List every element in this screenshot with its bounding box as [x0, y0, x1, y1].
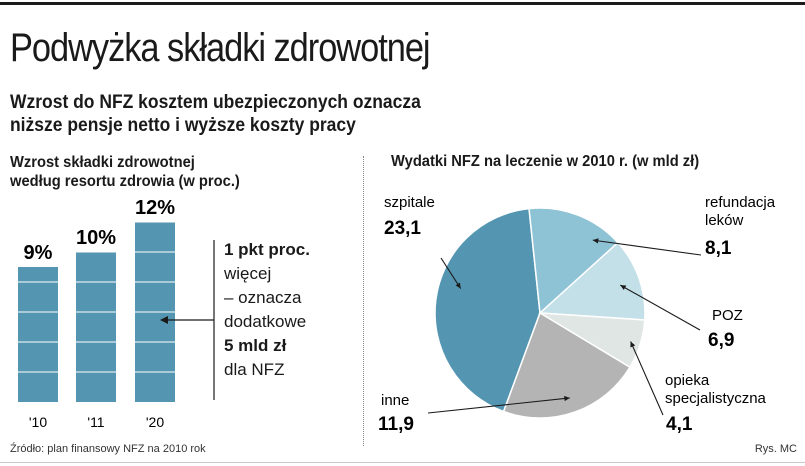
pie-slice-refundacja [528, 207, 619, 315]
bar-11 [76, 252, 116, 402]
pie-leader-arrow-icon [592, 238, 599, 244]
headline: Podwyżka składki zdrowotnej [10, 26, 431, 70]
note-bold-1: 1 pkt proc. [224, 240, 310, 259]
pie-leader-line [620, 284, 701, 331]
pie-label-name: leków [705, 212, 744, 229]
subtitle-line-1: Wzrost do NFZ kosztem ubezpieczonych ozn… [10, 92, 421, 113]
panel-divider [363, 156, 364, 446]
subtitle: Wzrost do NFZ kosztem ubezpieczonych ozn… [10, 91, 421, 137]
bar-chart-title: Wzrost składki zdrowotnej według resortu… [10, 153, 240, 191]
bar-chart-note: 1 pkt proc. więcej – oznacza dodatkowe 5… [224, 238, 310, 382]
pie-leader-line [592, 239, 702, 256]
pie-label-name: szpitale [384, 194, 435, 211]
bottom-rule [0, 462, 805, 463]
pie-leader-arrow-icon [630, 341, 636, 348]
pie-label-name: refundacja [705, 194, 776, 211]
pie-label-value: 6,9 [708, 330, 734, 351]
note-bold-5: 5 mld zł [224, 336, 287, 355]
pie-slice-POZ [538, 241, 646, 321]
pie-label-name: POZ [712, 307, 743, 324]
pie-label-value: 11,9 [378, 414, 414, 435]
bar-year-label: '20 [146, 414, 164, 430]
note-arrow-icon [160, 316, 168, 324]
top-rule [0, 2, 805, 5]
note-line-2: więcej [224, 264, 272, 283]
note-line-3: – oznacza [224, 288, 302, 307]
pie-slices [434, 207, 646, 419]
bar-year-label: '11 [87, 414, 104, 430]
pie-slice-inne [502, 311, 631, 419]
pie-leader-arrow-icon [564, 395, 570, 402]
bar-chart-title-line-1: Wzrost składki zdrowotnej [10, 154, 195, 171]
bar-chart-title-line-2: według resortu zdrowia (w proc.) [10, 173, 240, 190]
pie-leader-line [630, 341, 664, 416]
source-note: Źródło: plan finansowy NFZ na 2010 rok [10, 443, 206, 455]
bar-value-label: 10% [76, 227, 116, 249]
bar-years: '10 '11 '20 [29, 414, 164, 430]
pie-leader-line [427, 397, 570, 414]
bar-value-label: 12% [135, 197, 175, 219]
pie-label-name: opieka [665, 372, 710, 389]
bar-10 [18, 267, 58, 402]
pie-leaders [427, 238, 702, 416]
note-line-4: dodatkowe [224, 312, 307, 331]
pie-chart-title: Wydatki NFZ na leczenie w 2010 r. (w mld… [391, 153, 700, 170]
credit: Rys. MC [754, 443, 797, 455]
pie-label-value: 4,1 [666, 414, 693, 435]
pie-leader-arrow-icon [620, 285, 627, 291]
subtitle-line-2: niższe pensje netto i wyższe koszty prac… [10, 115, 356, 136]
pie-label-value: 8,1 [705, 238, 732, 259]
pie-label-name: specjalistyczna [665, 390, 767, 407]
pie-slice-szpitale [434, 207, 541, 413]
pie-leader-arrow-icon [455, 282, 461, 289]
bar-labels: 9% 10% 12% [24, 197, 176, 264]
pie-label-name: inne [381, 392, 409, 409]
pie-label-value: 23,1 [384, 218, 421, 239]
pie-leader-line [440, 257, 462, 289]
bar-year-label: '10 [29, 414, 47, 430]
bar-grid-overlay [10, 221, 185, 373]
note-line-6: dla NFZ [224, 360, 285, 379]
bar-value-label: 9% [24, 242, 53, 264]
